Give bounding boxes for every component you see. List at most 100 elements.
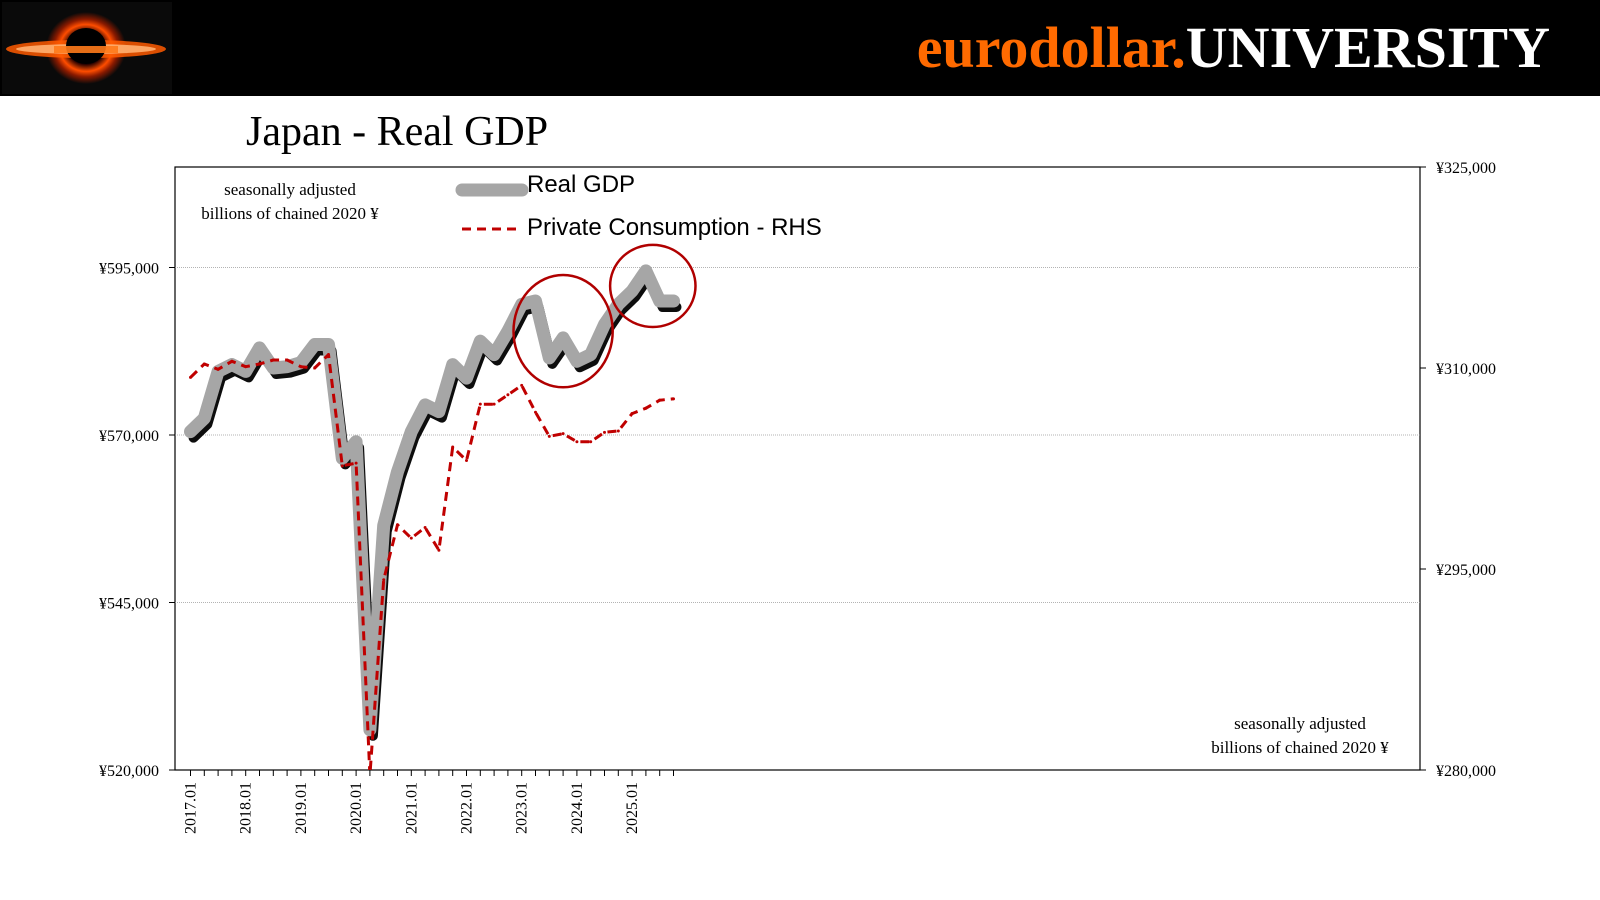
- x-axis-tick-label: 2022.01: [459, 782, 476, 834]
- units-note-right: seasonally adjusted billions of chained …: [1185, 712, 1415, 760]
- real-gdp-point: [409, 429, 414, 434]
- highlight-ellipse: [608, 243, 697, 329]
- private-consumption-point: [313, 366, 317, 370]
- legend-label-private-consumption: Private Consumption - RHS: [527, 214, 822, 241]
- brand-eurodollar: eurodollar.: [916, 15, 1186, 80]
- right-axis-tick-label: ¥310,000: [1436, 361, 1496, 378]
- private-consumption-point: [465, 458, 468, 462]
- left-axis-tick-label: ¥520,000: [99, 763, 159, 780]
- real-gdp-point: [285, 364, 290, 369]
- right-axis-tick-label: ¥280,000: [1436, 763, 1496, 780]
- real-gdp-point: [533, 299, 538, 303]
- private-consumption-point: [340, 464, 344, 468]
- private-consumption-point: [672, 397, 675, 401]
- real-gdp-point: [298, 360, 303, 365]
- real-gdp-point: [657, 299, 662, 303]
- private-consumption-point: [506, 393, 510, 397]
- brand-university: UNIVERSITY: [1185, 15, 1550, 80]
- private-consumption-point: [534, 410, 537, 414]
- private-consumption-point: [244, 365, 248, 369]
- real-gdp-line: [184, 264, 680, 737]
- chart-title: Japan - Real GDP: [246, 109, 549, 155]
- real-gdp-point: [630, 288, 635, 293]
- private-consumption-point: [589, 440, 593, 444]
- x-axis-tick-label: 2025.01: [624, 782, 641, 834]
- units-note-left: seasonally adjusted billions of chained …: [180, 178, 400, 226]
- private-consumption-point: [189, 375, 192, 379]
- units-note-right-line1: seasonally adjusted: [1234, 714, 1366, 733]
- real-gdp-point: [436, 409, 441, 414]
- header-bar: eurodollar.UNIVERSITY: [0, 0, 1600, 96]
- private-consumption-point: [520, 383, 524, 387]
- left-axis-tick-label: ¥545,000: [99, 596, 159, 613]
- private-consumption-point: [603, 430, 606, 434]
- private-consumption-point: [285, 358, 289, 362]
- private-consumption-point: [396, 523, 399, 527]
- x-axis-tick-label: 2017.01: [183, 782, 200, 834]
- private-consumption-point: [616, 429, 620, 433]
- real-gdp-point: [671, 299, 676, 303]
- real-gdp-point: [354, 439, 359, 444]
- real-gdp-point: [381, 523, 386, 528]
- real-gdp-point: [423, 402, 428, 407]
- private-consumption-point: [451, 445, 455, 449]
- private-consumption-point: [630, 412, 634, 416]
- real-gdp-point: [505, 329, 510, 334]
- x-axis-tick-label: 2018.01: [238, 782, 255, 834]
- real-gdp-point: [188, 429, 193, 434]
- real-gdp-line-shadow: [188, 271, 682, 741]
- real-gdp-point: [271, 366, 276, 370]
- real-gdp-point: [450, 362, 455, 367]
- x-axis-tick-label: 2021.01: [403, 782, 420, 834]
- real-gdp-point: [229, 362, 234, 367]
- private-consumption-point: [299, 365, 303, 369]
- units-note-left-line2: billions of chained 2020 ¥: [201, 204, 379, 223]
- private-consumption-point: [644, 406, 648, 410]
- brand-logo-text: eurodollar.UNIVERSITY: [917, 10, 1550, 86]
- private-consumption-point: [327, 353, 330, 357]
- private-consumption-point: [478, 402, 482, 406]
- real-gdp-point: [478, 339, 483, 344]
- private-consumption-point: [258, 362, 261, 366]
- chart-svg: ¥520,000 ¥545,000 ¥570,000 ¥595,000 ¥280,000…: [99, 160, 1496, 834]
- private-consumption-point: [658, 398, 662, 402]
- private-consumption-point: [230, 359, 234, 363]
- x-axis-tick-label: 2023.01: [514, 782, 531, 834]
- black-hole-logo-icon: [2, 2, 172, 94]
- left-axis-tick-label: ¥570,000: [99, 428, 159, 445]
- real-gdp-point: [312, 342, 317, 347]
- private-consumption-point: [271, 358, 275, 362]
- x-axis-tick-label: 2019.01: [293, 782, 310, 834]
- units-note-right-line2: billions of chained 2020 ¥: [1211, 738, 1389, 757]
- private-consumption-point: [354, 461, 358, 465]
- real-gdp-point: [395, 469, 400, 474]
- private-consumption-point: [561, 432, 565, 436]
- units-note-left-line1: seasonally adjusted: [224, 180, 356, 199]
- real-gdp-point: [602, 322, 607, 327]
- right-axis-tick-label: ¥295,000: [1436, 562, 1496, 579]
- private-consumption-point: [547, 434, 551, 438]
- real-gdp-point: [464, 376, 469, 381]
- real-gdp-point: [561, 335, 566, 340]
- real-gdp-point: [574, 359, 579, 364]
- real-gdp-point: [257, 345, 262, 350]
- real-gdp-point: [616, 302, 621, 307]
- real-gdp-point: [547, 355, 552, 360]
- real-gdp-point: [588, 352, 593, 357]
- x-axis-tick-label: 2024.01: [569, 782, 586, 834]
- real-gdp-point: [492, 352, 497, 357]
- private-consumption-point: [216, 367, 220, 371]
- left-axis-tick-label: ¥595,000: [99, 261, 159, 278]
- real-gdp-point: [243, 369, 248, 374]
- private-consumption-point: [202, 362, 206, 366]
- plot-area-frame: [174, 166, 1421, 771]
- private-consumption-point: [409, 536, 413, 540]
- private-consumption-point: [382, 578, 386, 582]
- real-gdp-point: [326, 342, 331, 347]
- right-axis-tick-label: ¥325,000: [1436, 160, 1496, 177]
- legend-label-real-gdp: Real GDP: [527, 171, 636, 198]
- x-axis-tick-label: 2020.01: [348, 782, 365, 834]
- real-gdp-point: [202, 416, 207, 421]
- private-consumption-point: [437, 548, 441, 552]
- private-consumption-point: [575, 440, 579, 444]
